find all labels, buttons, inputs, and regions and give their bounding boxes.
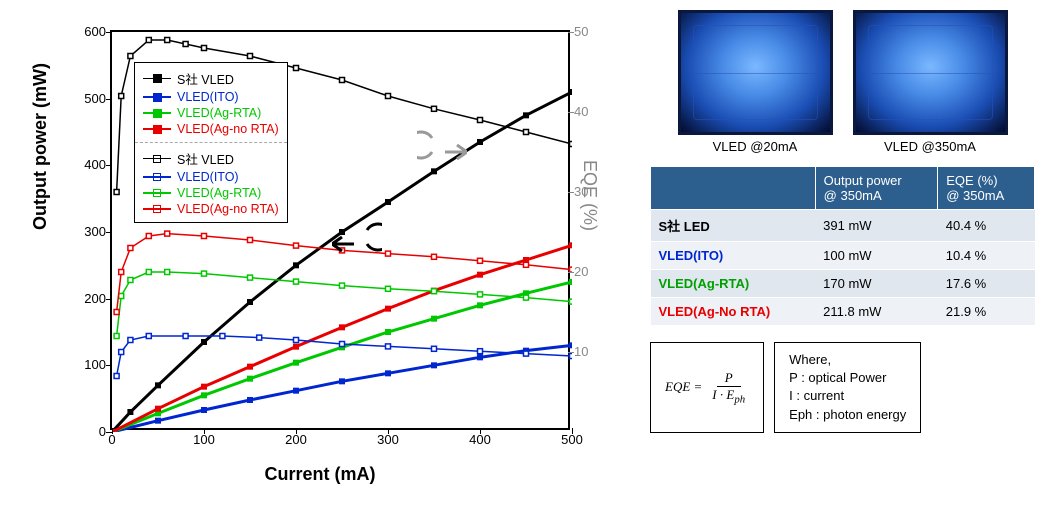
legend-item: S社 VLED [143, 69, 279, 88]
legend-item: VLED(Ag-no RTA) [143, 202, 279, 216]
eq-lhs: EQE = [665, 379, 702, 395]
right-panel: VLED @20mA VLED @350mA Output power @ 35… [620, 10, 1035, 499]
where-line-0: P : optical Power [789, 369, 906, 387]
chart-panel: Output power (mW) EQE (%) Current (mA) [20, 10, 620, 490]
legend-item: VLED(ITO) [143, 90, 279, 104]
led-photo-350ma [853, 10, 1008, 135]
table-row: VLED(ITO)100 mW10.4 % [651, 242, 1035, 270]
legend: S社 VLED VLED(ITO) VLED(Ag-RTA) VLED(Ag-no R… [134, 62, 288, 223]
table-row: VLED(Ag-No RTA)211.8 mW21.9 % [651, 298, 1035, 326]
table-header: EQE (%) @ 350mA [938, 167, 1035, 210]
legend-item: S社 VLED [143, 149, 279, 168]
photo-caption-350ma: VLED @350mA [853, 139, 1008, 154]
equation-row: EQE = P I · Eph Where, P : optical Power… [650, 342, 1035, 433]
photo-20ma: VLED @20mA [678, 10, 833, 154]
legend-item: VLED(Ag-RTA) [143, 106, 279, 120]
left-arrow-icon [332, 222, 382, 267]
eq-num: P [717, 370, 741, 387]
where-line-2: Eph : photon energy [789, 406, 906, 424]
led-photo-20ma [678, 10, 833, 135]
table-header: Output power @ 350mA [815, 167, 938, 210]
photo-row: VLED @20mA VLED @350mA [650, 10, 1035, 154]
legend-item: VLED(ITO) [143, 170, 279, 184]
where-line-1: I : current [789, 387, 906, 405]
legend-item: VLED(Ag-RTA) [143, 186, 279, 200]
plot-area: S社 VLED VLED(ITO) VLED(Ag-RTA) VLED(Ag-no R… [110, 30, 570, 430]
y-axis-left-label: Output power (mW) [30, 63, 51, 230]
table-row: S社 LED391 mW40.4 % [651, 210, 1035, 242]
eqe-formula: EQE = P I · Eph [650, 342, 764, 433]
right-arrow-icon [417, 130, 467, 175]
photo-caption-20ma: VLED @20mA [678, 139, 833, 154]
photo-350ma: VLED @350mA [853, 10, 1008, 154]
legend-item: VLED(Ag-no RTA) [143, 122, 279, 136]
eq-den: I · Eph [708, 387, 749, 406]
where-title: Where, [789, 351, 906, 369]
table-row: VLED(Ag-RTA)170 mW17.6 % [651, 270, 1035, 298]
results-table: Output power @ 350mAEQE (%) @ 350mA S社 L… [650, 166, 1035, 326]
x-axis-label: Current (mA) [20, 464, 620, 485]
table-header [651, 167, 816, 210]
where-box: Where, P : optical Power I : current Eph… [774, 342, 921, 433]
